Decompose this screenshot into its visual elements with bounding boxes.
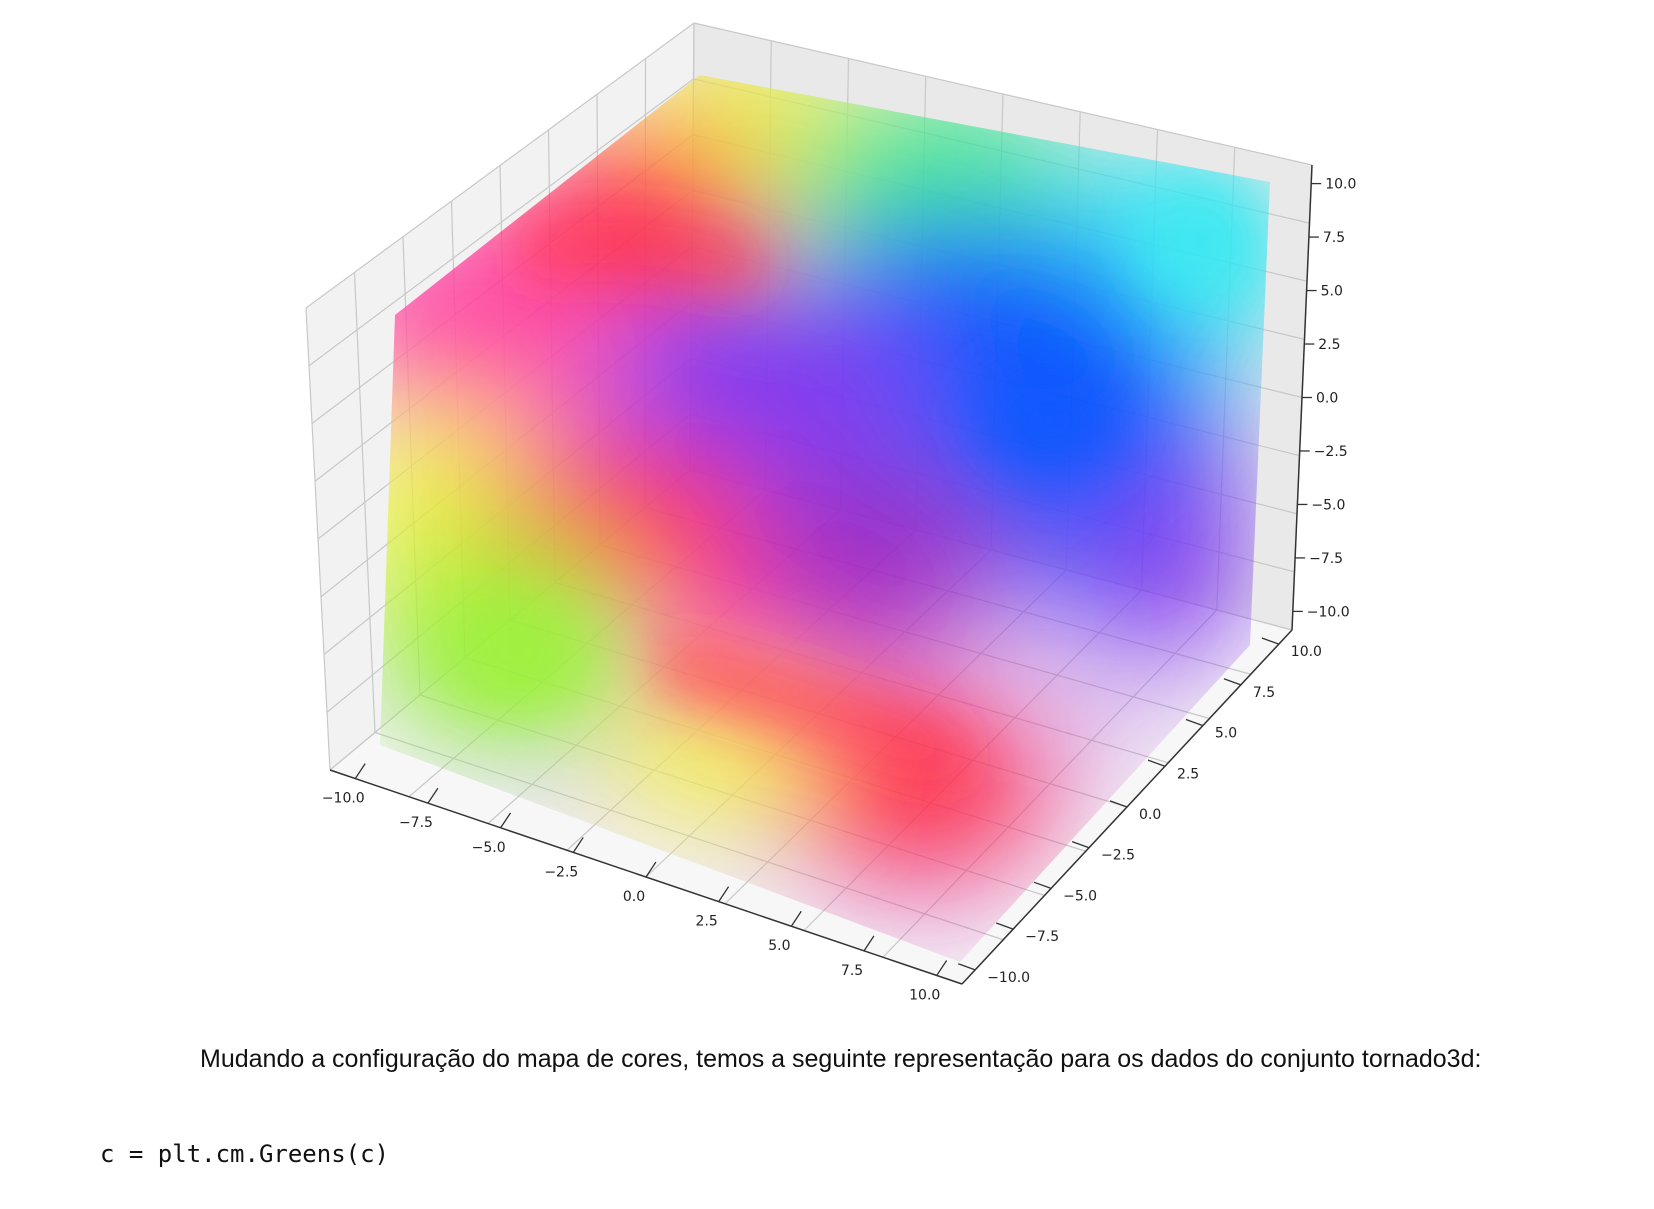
cloud-bright-cyan — [1140, 180, 1260, 300]
z-tick-2-label: −5.0 — [1311, 497, 1345, 513]
x-tick-1-label: −7.5 — [399, 815, 433, 831]
x-tick-7-label: 7.5 — [841, 963, 863, 979]
z-tick-0-label: −10.0 — [1307, 604, 1350, 620]
code-line: c = plt.cm.Greens(c) — [100, 1140, 389, 1168]
z-tick-8-label: 10.0 — [1325, 177, 1356, 193]
y-tick-3-mark — [1071, 840, 1090, 849]
scatter-points-cloud — [380, 75, 1270, 962]
y-tick-4-label: 0.0 — [1139, 807, 1161, 823]
y-tick-5-label: 2.5 — [1177, 766, 1199, 782]
y-tick-8-label: 10.0 — [1291, 644, 1322, 660]
x-tick-5-mark — [718, 886, 730, 902]
x-tick-3-label: −2.5 — [544, 864, 578, 880]
y-tick-2-label: −5.0 — [1063, 888, 1097, 904]
y-tick-5-mark — [1147, 759, 1166, 767]
x-tick-3-mark — [572, 837, 584, 853]
cloud-bottom-red — [790, 700, 1050, 880]
y-tick-0-mark — [958, 963, 976, 971]
y-tick-6-label: 5.0 — [1215, 726, 1237, 742]
x-tick-7-mark — [863, 935, 875, 952]
z-tick-3-label: −2.5 — [1314, 444, 1348, 460]
y-tick-6-mark — [1185, 718, 1204, 727]
cloud-bottom-purple — [750, 470, 1010, 650]
x-tick-8-mark — [936, 960, 948, 976]
z-tick-7-label: 7.5 — [1323, 230, 1345, 246]
y-tick-1-mark — [996, 922, 1014, 930]
cloud-bright-lime — [450, 610, 590, 710]
cloud-red-band — [516, 221, 767, 289]
y-tick-4-mark — [1109, 800, 1128, 808]
cloud-bottom-yellow — [600, 690, 840, 830]
x-tick-6-label: 5.0 — [768, 938, 790, 954]
z-tick-6-label: 5.0 — [1321, 284, 1343, 300]
y-tick-1-label: −7.5 — [1025, 929, 1059, 945]
back-right-grid-z-8 — [693, 22, 1313, 166]
z-axis: −10.0 −7.5 −5.0 −2.5 0.0 2.5 5.0 7.5 10.0 — [1291, 164, 1356, 631]
z-tick-4-label: 0.0 — [1316, 391, 1338, 407]
y-axis: −10.0 −7.5 −5.0 −2.5 0.0 2.5 5.0 7.5 10.0 — [958, 629, 1322, 986]
y-tick-0-label: −10.0 — [987, 970, 1030, 986]
y-tick-7-label: 7.5 — [1253, 685, 1275, 701]
y-tick-2-mark — [1033, 881, 1052, 890]
x-tick-0-mark — [354, 763, 366, 779]
x-tick-4-label: 0.0 — [623, 889, 645, 905]
y-tick-3-label: −2.5 — [1101, 848, 1135, 864]
back-left-grid-y-8 — [305, 307, 331, 771]
cloud-right-violet — [1090, 470, 1250, 650]
x-axis: −10.0 −7.5 −5.0 −2.5 0.0 2.5 5.0 7.5 10.0 — [322, 763, 963, 1003]
x-tick-6-mark — [790, 910, 802, 927]
y-tick-8-mark — [1261, 637, 1280, 645]
x-tick-1-mark — [427, 787, 439, 804]
y-tick-7-mark — [1223, 678, 1242, 686]
cloud-red-lower-band — [654, 640, 968, 779]
x-tick-2-mark — [500, 812, 512, 829]
x-tick-8-label: 10.0 — [909, 987, 940, 1003]
x-tick-4-mark — [645, 861, 657, 878]
x-tick-2-label: −5.0 — [472, 840, 506, 856]
cloud-bright-blue — [980, 370, 1120, 470]
x-tick-5-label: 2.5 — [696, 914, 718, 930]
z-tick-5-label: 2.5 — [1318, 337, 1340, 353]
z-tick-1-label: −7.5 — [1309, 551, 1343, 567]
x-tick-0-label: −10.0 — [322, 791, 365, 807]
back-left-grid-y-7 — [353, 272, 376, 733]
tornado3d-3d-scatter-chart: −10.0−7.5−5.0−2.50.02.55.07.510.0 −10.0−… — [305, 22, 1356, 1003]
body-paragraph: Mudando a configuração do mapa de cores,… — [200, 1045, 1482, 1073]
